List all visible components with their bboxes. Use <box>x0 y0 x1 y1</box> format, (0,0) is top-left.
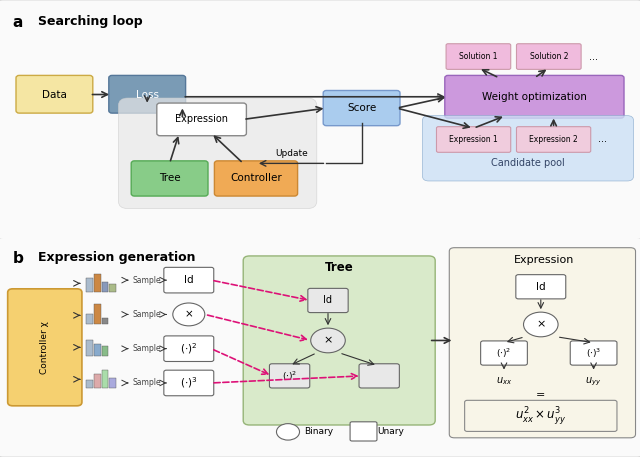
Text: Expression: Expression <box>514 255 574 266</box>
Text: ...: ... <box>589 52 598 62</box>
FancyBboxPatch shape <box>8 289 82 406</box>
Text: Solution 2: Solution 2 <box>529 52 568 61</box>
Text: b: b <box>13 251 24 266</box>
Bar <box>86 314 93 324</box>
Text: Searching loop: Searching loop <box>38 15 143 28</box>
FancyBboxPatch shape <box>0 238 640 457</box>
Text: $(\cdot)^2$: $(\cdot)^2$ <box>180 341 198 356</box>
Bar <box>86 380 93 388</box>
Text: Expression 2: Expression 2 <box>529 135 578 144</box>
Text: Sample: Sample <box>133 344 161 353</box>
Bar <box>102 319 108 324</box>
FancyBboxPatch shape <box>516 275 566 299</box>
Text: Data: Data <box>42 90 67 100</box>
Text: Weight optimization: Weight optimization <box>482 92 587 102</box>
Circle shape <box>311 328 346 353</box>
Bar <box>94 344 100 356</box>
Text: $u_{xx}^2 \times u_{yy}^3$: $u_{xx}^2 \times u_{yy}^3$ <box>515 405 566 427</box>
Text: Controller χ: Controller χ <box>40 321 49 374</box>
Text: Id: Id <box>184 275 194 285</box>
Text: Loss: Loss <box>136 90 159 100</box>
Text: Sample: Sample <box>133 310 161 319</box>
FancyBboxPatch shape <box>131 161 208 196</box>
Text: Tree: Tree <box>159 174 180 183</box>
FancyBboxPatch shape <box>350 422 377 441</box>
FancyBboxPatch shape <box>0 0 640 254</box>
Bar <box>86 278 93 292</box>
Text: Solution 1: Solution 1 <box>459 52 498 61</box>
Text: Tree: Tree <box>325 261 353 274</box>
Text: $u_{xx}$: $u_{xx}$ <box>496 376 512 388</box>
Text: Controller: Controller <box>230 174 282 183</box>
FancyBboxPatch shape <box>164 370 214 396</box>
Text: $(\cdot)^3$: $(\cdot)^3$ <box>180 376 198 390</box>
Bar <box>94 304 100 324</box>
Text: Candidate pool: Candidate pool <box>491 159 565 168</box>
Bar <box>94 274 100 292</box>
FancyBboxPatch shape <box>422 116 634 181</box>
Text: Expression generation: Expression generation <box>38 251 196 264</box>
Text: Id: Id <box>323 296 333 305</box>
FancyBboxPatch shape <box>445 75 624 118</box>
Circle shape <box>276 424 300 440</box>
FancyBboxPatch shape <box>109 75 186 113</box>
Text: $\times$: $\times$ <box>536 319 546 329</box>
Bar <box>102 370 108 388</box>
FancyBboxPatch shape <box>164 336 214 361</box>
Text: Id: Id <box>536 282 546 292</box>
FancyBboxPatch shape <box>570 341 617 365</box>
Text: Binary: Binary <box>304 427 333 436</box>
Bar <box>94 374 100 388</box>
Text: Update: Update <box>275 149 308 159</box>
Text: $(\cdot)^2$: $(\cdot)^2$ <box>282 369 298 383</box>
FancyBboxPatch shape <box>308 288 348 313</box>
FancyBboxPatch shape <box>449 248 636 438</box>
FancyBboxPatch shape <box>446 44 511 69</box>
FancyBboxPatch shape <box>164 267 214 293</box>
FancyBboxPatch shape <box>481 341 527 365</box>
Text: Expression: Expression <box>175 114 228 124</box>
FancyBboxPatch shape <box>436 127 511 152</box>
Text: ...: ... <box>598 134 607 144</box>
FancyBboxPatch shape <box>269 364 310 388</box>
FancyBboxPatch shape <box>516 127 591 152</box>
Bar <box>102 346 108 356</box>
FancyBboxPatch shape <box>118 98 317 208</box>
Text: Sample: Sample <box>133 378 161 388</box>
Circle shape <box>173 303 205 326</box>
Text: Expression 1: Expression 1 <box>449 135 498 144</box>
Text: a: a <box>13 15 23 30</box>
FancyBboxPatch shape <box>323 90 400 126</box>
Bar <box>86 340 93 356</box>
FancyBboxPatch shape <box>465 400 617 431</box>
FancyBboxPatch shape <box>516 44 581 69</box>
Text: $(\cdot)^2$: $(\cdot)^2$ <box>496 346 512 360</box>
Circle shape <box>524 312 558 337</box>
Bar <box>102 282 108 292</box>
Text: Unary: Unary <box>378 427 404 436</box>
Text: $u_{yy}$: $u_{yy}$ <box>586 375 602 388</box>
Bar <box>109 378 116 388</box>
Text: $\times$: $\times$ <box>184 309 193 319</box>
Text: Score: Score <box>347 103 376 113</box>
Text: Sample: Sample <box>133 276 161 285</box>
Text: $(\cdot)^3$: $(\cdot)^3$ <box>586 346 602 360</box>
FancyBboxPatch shape <box>16 75 93 113</box>
Bar <box>109 284 116 292</box>
FancyBboxPatch shape <box>157 103 246 136</box>
Text: $\times$: $\times$ <box>323 335 333 345</box>
FancyBboxPatch shape <box>359 364 399 388</box>
Text: =: = <box>536 390 545 400</box>
FancyBboxPatch shape <box>214 161 298 196</box>
FancyBboxPatch shape <box>243 256 435 425</box>
